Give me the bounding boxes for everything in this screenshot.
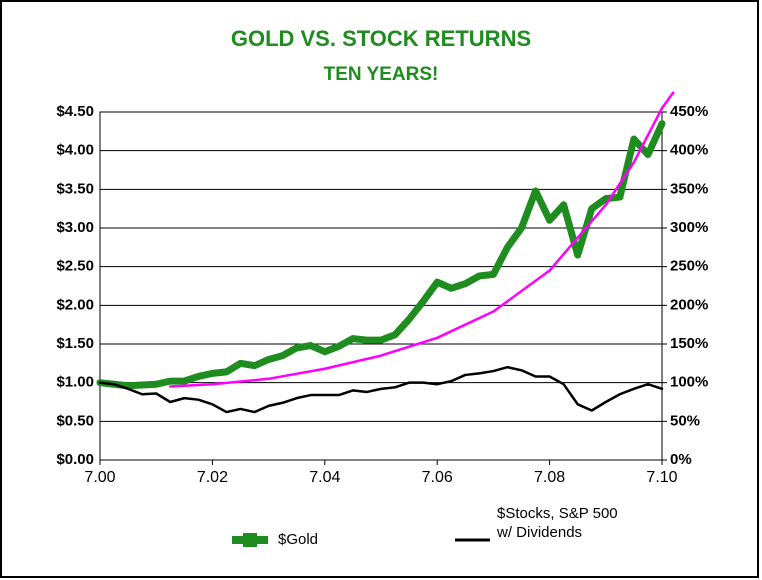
y-tick-label: $3.50	[56, 180, 94, 197]
x-tick-label: 7.04	[309, 469, 340, 486]
y2-tick-label: 350%	[670, 180, 708, 197]
y2-tick-label: 400%	[670, 142, 708, 159]
legend-swatch	[243, 533, 257, 547]
y2-tick-label: 200%	[670, 296, 708, 313]
series-line	[169, 91, 675, 388]
y-tick-label: $1.50	[56, 335, 94, 352]
x-tick-label: 7.00	[84, 469, 115, 486]
y-tick-label: $3.00	[56, 219, 94, 236]
y2-tick-label: 50%	[670, 412, 700, 429]
y2-tick-label: 100%	[670, 374, 708, 391]
y2-tick-label: 250%	[670, 258, 708, 275]
plot-area	[99, 111, 663, 461]
y-tick-label: $2.00	[56, 296, 94, 313]
y-tick-label: $4.50	[56, 103, 94, 120]
x-tick-label: 7.06	[422, 469, 453, 486]
series-line	[98, 365, 664, 414]
y2-tick-label: 450%	[670, 103, 708, 120]
series-line	[96, 120, 666, 390]
y-tick-label: $1.00	[56, 374, 94, 391]
x-tick-label: 7.10	[646, 469, 677, 486]
legend-label: $Stocks, S&P 500 w/ Dividends	[497, 505, 618, 541]
y-tick-label: $0.00	[56, 451, 94, 468]
x-tick-label: 7.02	[197, 469, 228, 486]
y2-tick-label: 150%	[670, 335, 708, 352]
y-tick-label: $0.50	[56, 412, 94, 429]
chart-subtitle: TEN YEARS!	[324, 64, 439, 85]
y2-tick-label: 0%	[670, 451, 692, 468]
y2-tick-label: 300%	[670, 219, 708, 236]
x-tick-label: 7.08	[534, 469, 565, 486]
legend-label: $Gold	[278, 531, 319, 548]
y-tick-label: $2.50	[56, 258, 94, 275]
chart-title: GOLD VS. STOCK RETURNS	[231, 26, 531, 51]
y-tick-label: $4.00	[56, 142, 94, 159]
